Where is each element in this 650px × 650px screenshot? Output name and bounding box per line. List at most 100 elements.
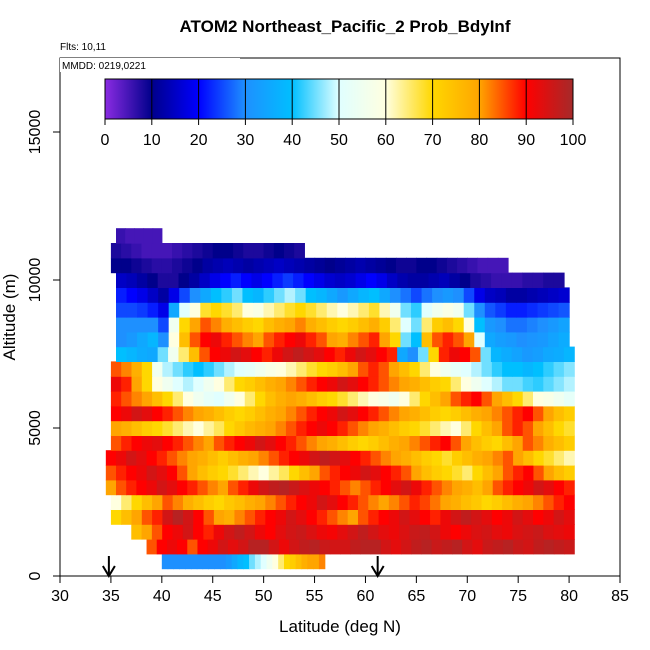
heatmap-cell (182, 420, 194, 436)
heatmap-cell (513, 479, 524, 496)
heatmap-cell (258, 465, 270, 481)
heatmap-cell (401, 465, 412, 481)
heatmap-cell (502, 539, 514, 555)
heatmap-cell (484, 317, 496, 333)
heatmap-cell (430, 405, 441, 422)
heatmap-cell (147, 317, 159, 333)
heatmap-cell (306, 524, 318, 540)
heatmap-cell (319, 539, 331, 555)
heatmap-cell (512, 509, 524, 525)
heatmap-cell (370, 450, 382, 466)
heatmap-cell (337, 331, 349, 348)
heatmap-cell (481, 391, 493, 407)
heatmap-cell (213, 435, 225, 451)
heatmap-cell (563, 376, 575, 392)
heatmap-cell (543, 524, 555, 540)
heatmap-cell (357, 405, 369, 422)
heatmap-cell (316, 376, 328, 392)
heatmap-cell (388, 376, 400, 392)
heatmap-cell (273, 243, 285, 259)
heatmap-cell (543, 479, 555, 496)
heatmap-cell (472, 479, 484, 496)
heatmap-cell (255, 391, 266, 407)
heatmap-cell (268, 450, 280, 466)
heatmap-cell (131, 420, 143, 436)
heatmap-cell (459, 272, 471, 288)
heatmap-cell (268, 479, 280, 496)
heatmap-cell (105, 479, 117, 496)
heatmap-cell (380, 479, 392, 496)
heatmap-cell (217, 539, 229, 555)
heatmap-cell (306, 420, 318, 436)
heatmap-cell (289, 450, 300, 466)
heatmap-cell (179, 553, 186, 570)
heatmap-cell (158, 287, 170, 303)
heatmap-cell (450, 524, 462, 540)
heatmap-cell (182, 494, 194, 510)
heatmap-cell (203, 420, 215, 436)
heatmap-cell (110, 391, 122, 407)
heatmap-cell (492, 465, 504, 481)
heatmap-cell (337, 302, 349, 318)
heatmap-cell (157, 272, 169, 288)
heatmap-cell (471, 494, 483, 510)
heatmap-cell (146, 465, 158, 481)
heatmap-cell (457, 257, 468, 274)
heatmap-cell (502, 361, 514, 377)
heatmap-cell (357, 376, 369, 392)
heatmap-cell (152, 494, 163, 510)
heatmap-cell (289, 479, 300, 496)
heatmap-cell (411, 317, 423, 333)
heatmap-cell (501, 272, 513, 288)
heatmap-cell (472, 539, 484, 555)
heatmap-cell (421, 539, 433, 555)
heatmap-cell (303, 346, 315, 362)
heatmap-cell (543, 272, 555, 288)
heatmap-cell (564, 479, 575, 496)
heatmap-cell (360, 465, 372, 481)
heatmap-cell (409, 405, 421, 422)
heatmap-cell (452, 479, 463, 496)
heatmap-cell (450, 435, 462, 451)
heatmap-cell (389, 317, 402, 333)
heatmap-cell (316, 331, 328, 348)
heatmap-cell (471, 391, 483, 407)
heatmap-cell (553, 420, 565, 436)
heatmap-cell (168, 302, 180, 318)
heatmap-cell (357, 435, 369, 451)
heatmap-cell (337, 361, 349, 377)
heatmap-cell (553, 479, 565, 496)
heatmap-cell (513, 450, 524, 466)
heatmap-cell (462, 450, 473, 466)
heatmap-cell (502, 479, 514, 496)
heatmap-cell (350, 465, 361, 481)
heatmap-cell (533, 405, 544, 422)
heatmap-cell (172, 509, 184, 525)
heatmap-cell (417, 346, 429, 362)
heatmap-cell (212, 243, 224, 259)
heatmap-cell (189, 302, 201, 318)
heatmap-cell (255, 405, 266, 422)
heatmap-cell (441, 539, 453, 555)
heatmap-cell (137, 317, 149, 333)
heatmap-cell (255, 420, 266, 436)
heatmap-cell (481, 524, 493, 540)
heatmap-cell (126, 465, 137, 481)
heatmap-cell (329, 539, 341, 555)
heatmap-cell (202, 243, 214, 259)
heatmap-cell (182, 509, 194, 525)
heatmap-cell (430, 420, 441, 436)
heatmap-cell (166, 479, 178, 496)
heatmap-cell (217, 450, 229, 466)
heatmap-cell (162, 524, 174, 540)
heatmap-cell (543, 361, 555, 377)
heatmap-cell (375, 257, 387, 274)
heatmap-cell (116, 450, 127, 466)
heatmap-cell (255, 376, 266, 392)
heatmap-cell (553, 346, 565, 362)
colorbar-tick-label: 90 (517, 132, 535, 149)
colorbar-tick-label: 70 (424, 132, 442, 149)
heatmap-cell (411, 287, 423, 303)
heatmap-cell (537, 302, 549, 318)
heatmap-cell (411, 479, 423, 496)
